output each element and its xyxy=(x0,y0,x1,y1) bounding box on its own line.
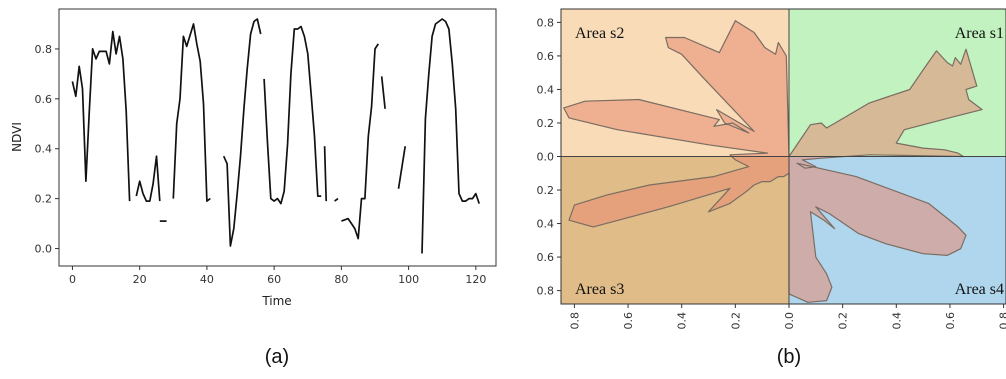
radar-y-tick-label-1: 0.6 xyxy=(537,50,555,63)
ndvi-line-segment-0-4 xyxy=(222,18,262,247)
ndvi-x-tick-label-6: 120 xyxy=(465,273,486,286)
panel-label-b: (b) xyxy=(777,346,801,368)
radar-x-tick-label-8: 0.8 xyxy=(998,312,1006,330)
radar-x-tick-label-2: 0.4 xyxy=(676,312,689,330)
panel-label-a: (a) xyxy=(265,346,289,368)
ndvi-x-tick-label-2: 40 xyxy=(200,273,214,286)
area-s4-label: Area s4 xyxy=(955,281,1004,298)
area-polygon xyxy=(563,20,983,303)
ndvi-y-axis-label: NDVI xyxy=(10,122,24,152)
area-s3-label: Area s3 xyxy=(575,281,624,298)
ndvi-y-tick-label-3: 0.6 xyxy=(35,93,53,106)
radar-y-ticks: 0.8 0.6 0.4 0.2 0.0 0.2 0.4 0.6 0.8 xyxy=(537,16,561,298)
ndvi-y-tick-label-4: 0.8 xyxy=(35,43,53,56)
radar-x-tick-label-5: 0.2 xyxy=(837,312,850,330)
ndvi-time-chart: 0 20 40 60 80 100 120 0.0 0.2 0.4 0.6 0.8 Time NDV… xyxy=(10,8,497,368)
ndvi-line-segment-0-3 xyxy=(172,23,211,202)
radar-x-ticks: 0.8 0.6 0.4 0.2 0.0 0.2 0.4 0.6 0.8 xyxy=(568,304,1006,330)
ndvi-line-segment-0-8 xyxy=(341,43,380,240)
radar-y-tick-label-5: 0.2 xyxy=(537,184,555,197)
radar-x-tick-label-7: 0.6 xyxy=(944,312,957,330)
radar-y-tick-label-6: 0.4 xyxy=(537,218,555,231)
ndvi-line-segment-0-5 xyxy=(263,25,322,205)
radar-y-tick-label-8: 0.8 xyxy=(537,285,555,298)
ndvi-line-segment-0-6 xyxy=(323,146,328,202)
ndvi-y-tick-label-2: 0.4 xyxy=(35,143,53,156)
ndvi-line-segment-0-10 xyxy=(397,146,407,189)
ndvi-y-tick-label-0: 0.0 xyxy=(35,243,53,256)
radar-y-tick-label-4: 0.0 xyxy=(537,151,555,164)
ndvi-x-tick-label-0: 0 xyxy=(69,273,76,286)
ndvi-x-tick-label-5: 100 xyxy=(398,273,419,286)
area-s1-label: Area s1 xyxy=(955,25,1004,42)
radar-y-tick-label-3: 0.2 xyxy=(537,117,555,130)
ndvi-x-tick-label-4: 80 xyxy=(334,273,348,286)
ndvi-x-tick-label-1: 20 xyxy=(133,273,147,286)
ndvi-x-tick-label-3: 60 xyxy=(267,273,281,286)
ndvi-y-tick-label-1: 0.2 xyxy=(35,193,53,206)
ndvi-plot-frame xyxy=(58,8,497,267)
ndvi-line-segment-0-1 xyxy=(135,155,161,202)
ndvi-x-axis-label: Time xyxy=(261,294,291,308)
radar-x-tick-label-6: 0.4 xyxy=(890,312,903,330)
radar-y-tick-label-7: 0.6 xyxy=(537,251,555,264)
radar-x-tick-label-4: 0.0 xyxy=(783,312,796,330)
ndvi-line-segment-0-0 xyxy=(71,30,131,202)
ndvi-y-ticks: 0.0 0.2 0.4 0.6 0.8 xyxy=(35,43,59,256)
ndvi-series-line xyxy=(71,18,481,254)
area-s2-label: Area s2 xyxy=(575,25,624,42)
radar-x-tick-label-3: 0.2 xyxy=(729,312,742,330)
ndvi-line-segment-0-7 xyxy=(334,197,339,202)
ndvi-line-segment-0-9 xyxy=(380,76,386,109)
radar-x-tick-label-0: 0.8 xyxy=(568,312,581,330)
radar-y-tick-label-0: 0.8 xyxy=(537,16,555,29)
ndvi-line-segment-0-11 xyxy=(421,18,481,254)
radar-x-tick-label-1: 0.6 xyxy=(622,312,635,330)
ndvi-x-ticks: 0 20 40 60 80 100 120 xyxy=(69,266,486,286)
quadrant-radar-chart: Area s2 Area s1 Area s3 Area s4 0.8 0.6 0.… xyxy=(537,8,1006,368)
radar-y-tick-label-2: 0.4 xyxy=(537,83,555,96)
